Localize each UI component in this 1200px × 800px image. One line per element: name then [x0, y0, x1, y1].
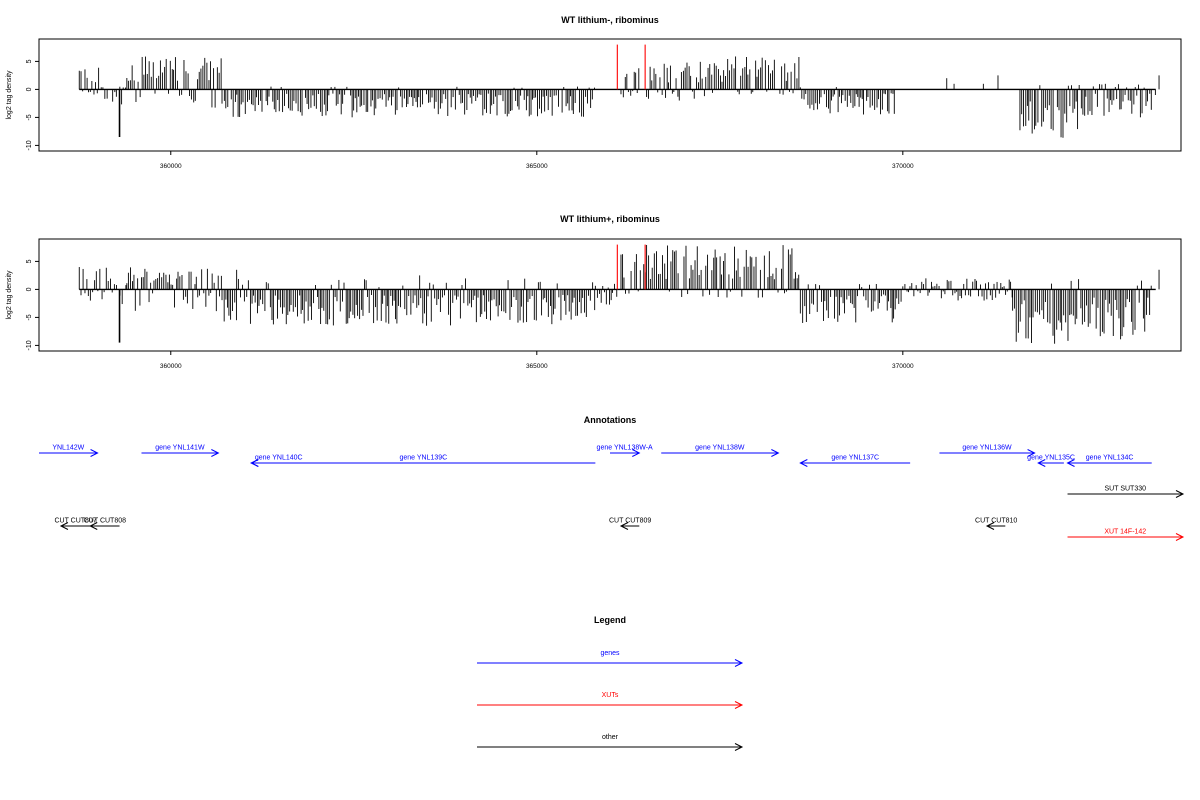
y-tick-label: 0: [26, 287, 33, 291]
x-tick-label: 365000: [526, 163, 548, 170]
annotations-track: Annotations YNL142W gene YNL141W gene YNL1…: [39, 415, 1185, 541]
axis-ticks: 360000 365000 370000 5 0 -5 -10: [26, 59, 914, 170]
feature-arrow-head: [1027, 449, 1036, 457]
annotation-feature: gene YNL136W: [939, 445, 1036, 457]
annotation-feature: CUT CUT810: [975, 518, 1017, 530]
annotation-feature: gene YNL140C: [250, 455, 307, 467]
y-tick-label: 5: [26, 59, 33, 63]
feature-arrow-head: [90, 449, 99, 457]
feature-label: gene YNL137C: [831, 455, 879, 462]
feature-label: gene YNL138W-A: [597, 445, 653, 452]
legend-label: other: [602, 734, 619, 741]
feature-label: SUT SUT330: [1105, 486, 1147, 493]
legend-label: genes: [600, 650, 620, 657]
feature-label: YNL142W: [52, 445, 84, 452]
annotation-feature: CUT CUT808: [84, 518, 126, 530]
feature-arrow-head: [250, 459, 259, 467]
feature-label: CUT CUT810: [975, 518, 1017, 525]
feature-arrow-head: [799, 459, 808, 467]
axis-ticks: 360000 365000 370000 5 0 -5 -10: [26, 259, 914, 370]
signal-bars: [78, 244, 1160, 344]
x-tick-label: 360000: [160, 363, 182, 370]
annotation-feature: YNL142W: [39, 445, 99, 457]
feature-arrow-head: [1066, 459, 1075, 467]
annotation-feature: gene YNL138W-A: [597, 445, 653, 457]
legend-item: other: [477, 734, 744, 751]
annotation-feature: gene YNL137C: [799, 455, 911, 467]
feature-label: XUT 14F-142: [1104, 529, 1146, 536]
y-tick-label: 5: [26, 259, 33, 263]
feature-label: gene YNL136W: [962, 445, 1012, 452]
feature-label: gene YNL138W: [695, 445, 745, 452]
feature-arrow-head: [211, 449, 220, 457]
legend-arrow-head: [734, 659, 744, 667]
x-tick-label: 370000: [892, 363, 914, 370]
annotation-feature: XUT 14F-142: [1067, 529, 1185, 541]
signal-bars: [78, 44, 1160, 138]
feature-label: CUT CUT809: [609, 518, 651, 525]
legend-item: genes: [477, 650, 744, 667]
y-tick-label: -5: [26, 314, 33, 320]
x-tick-label: 365000: [526, 363, 548, 370]
feature-label: gene YNL141W: [155, 445, 205, 452]
feature-label: CUT CUT807: [54, 518, 96, 525]
annotation-features: YNL142W gene YNL141W gene YNL140C gene YNL1…: [39, 445, 1185, 541]
x-tick-label: 370000: [892, 163, 914, 170]
legend-arrow-head: [734, 701, 744, 709]
y-tick-label: -10: [26, 340, 33, 350]
annotation-feature: gene YNL135C: [1027, 455, 1075, 467]
legend-arrow-head: [734, 743, 744, 751]
plot-frame: [38, 38, 1182, 152]
chart-title: WT lithium+, ribominus: [560, 214, 660, 224]
feature-label: gene YNL135C: [1027, 455, 1075, 462]
y-tick-label: 0: [26, 87, 33, 91]
feature-arrow-head: [632, 449, 641, 457]
annotations-title: Annotations: [584, 415, 637, 425]
feature-arrow-head: [619, 522, 629, 530]
legend: Legend genes XUTs other: [477, 615, 744, 751]
track-plot-lithium-plus: WT lithium+, ribominus log2 tag density …: [6, 214, 1182, 370]
legend-item: XUTs: [477, 692, 744, 709]
feature-arrow-head: [771, 449, 780, 457]
x-tick-label: 360000: [160, 163, 182, 170]
feature-label: gene YNL139C: [399, 455, 447, 462]
annotation-feature: CUT CUT807: [54, 518, 97, 530]
y-axis-label: log2 tag density: [6, 270, 13, 320]
annotation-feature: gene YNL134C: [1066, 455, 1152, 467]
annotation-feature: gene YNL141W: [141, 445, 220, 457]
track-plot-lithium-minus: WT lithium-, ribominus log2 tag density …: [6, 15, 1182, 170]
legend-title: Legend: [594, 615, 626, 625]
y-tick-label: -5: [26, 114, 33, 120]
legend-items: genes XUTs other: [477, 650, 744, 751]
feature-arrow-head: [59, 522, 69, 530]
feature-label: CUT CUT808: [84, 518, 126, 525]
annotation-feature: CUT CUT809: [609, 518, 651, 530]
chart-title: WT lithium-, ribominus: [561, 15, 659, 25]
plot-frame: [38, 238, 1182, 352]
feature-arrow-head: [1175, 533, 1185, 541]
feature-arrow-head: [1037, 459, 1046, 467]
y-axis-label: log2 tag density: [6, 70, 13, 120]
feature-label: gene YNL134C: [1086, 455, 1134, 462]
feature-label: gene YNL140C: [255, 455, 303, 462]
feature-arrow-head: [1175, 490, 1185, 498]
feature-arrow-head: [985, 522, 995, 530]
annotation-feature: gene YNL139C: [250, 455, 596, 467]
annotation-feature: SUT SUT330: [1067, 486, 1185, 498]
annotation-feature: gene YNL138W: [661, 445, 780, 457]
legend-label: XUTs: [602, 692, 619, 699]
y-tick-label: -10: [26, 140, 33, 150]
feature-arrow-head: [89, 522, 98, 530]
